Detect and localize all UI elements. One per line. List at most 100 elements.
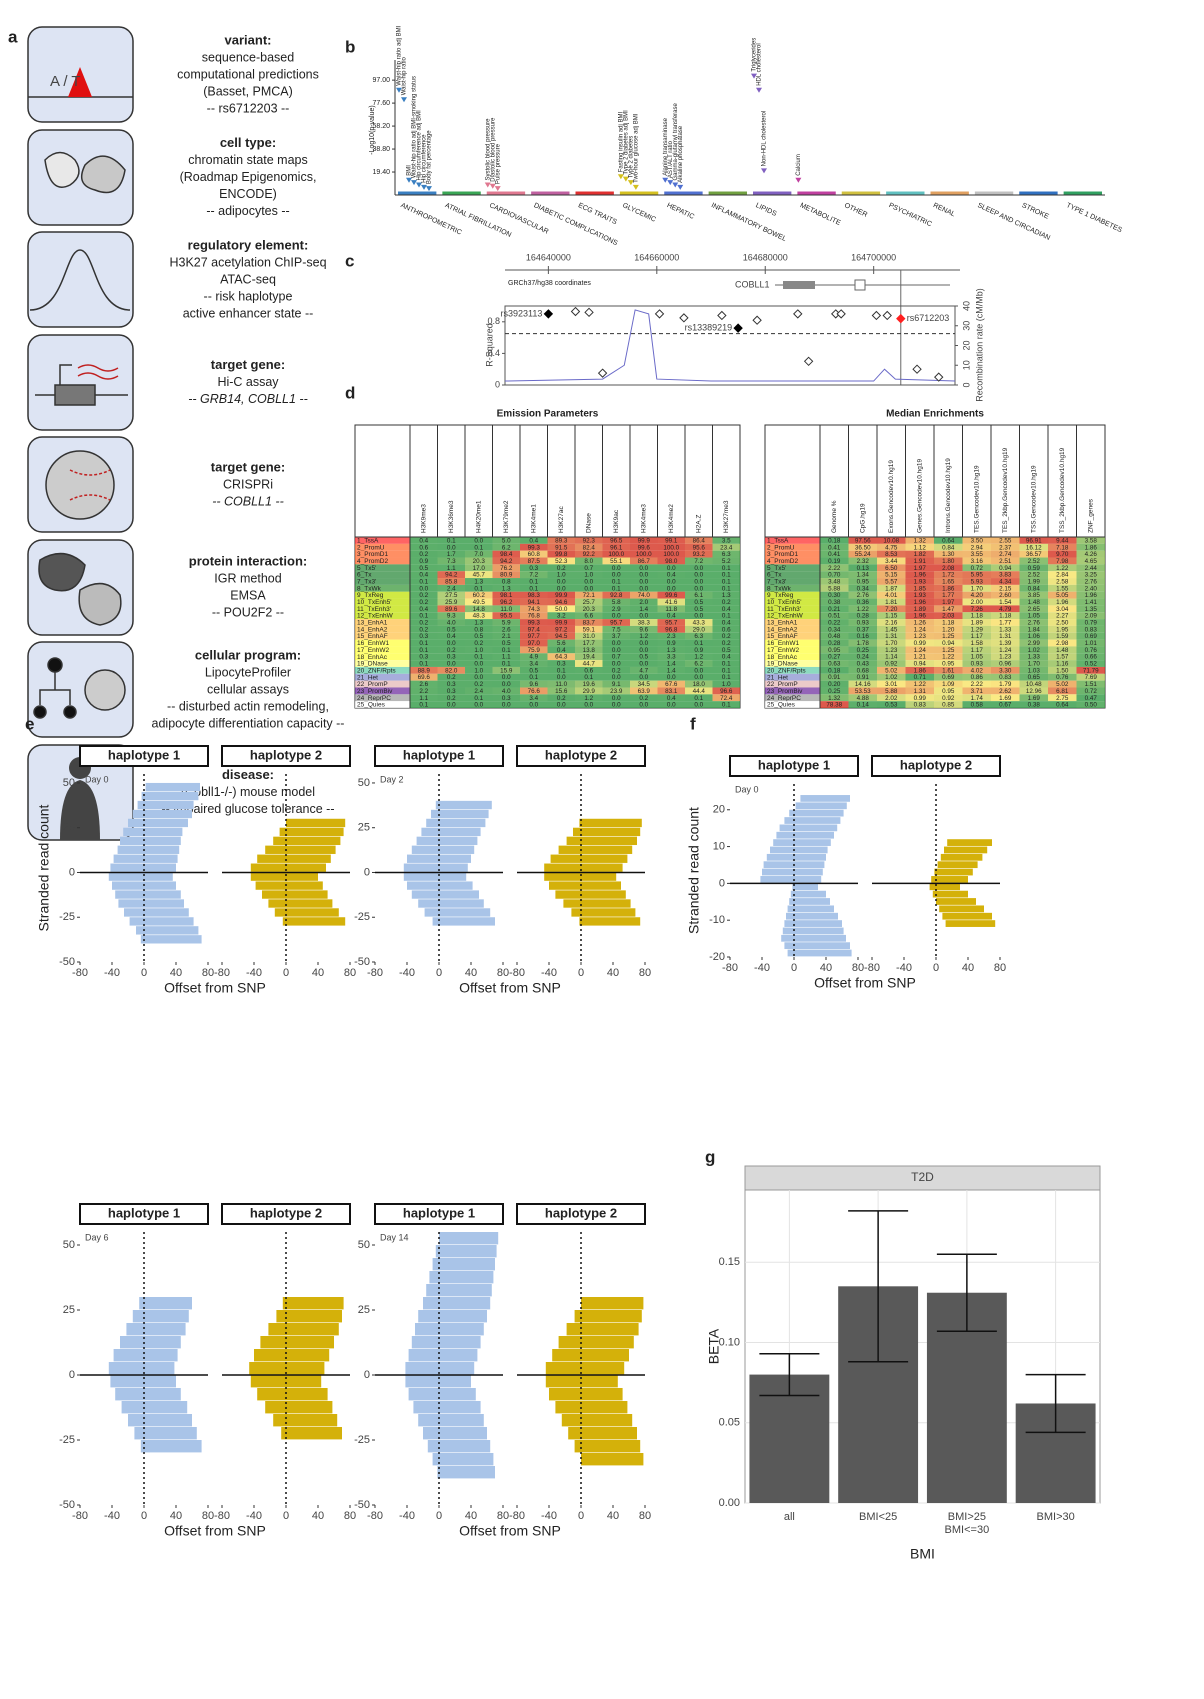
cell-value: 95.5 bbox=[500, 613, 513, 620]
read-bar bbox=[132, 1310, 189, 1323]
cell-value: 0.0 bbox=[502, 681, 511, 688]
cell bbox=[712, 660, 740, 667]
cell bbox=[465, 605, 493, 613]
cell bbox=[465, 701, 493, 708]
state-cell bbox=[355, 598, 410, 606]
cell bbox=[820, 578, 849, 585]
cell-value: 0.66 bbox=[1085, 654, 1098, 661]
read-bar bbox=[140, 1440, 202, 1453]
cell-value: 3.50 bbox=[971, 537, 984, 544]
trait-label: Type 2 diabetes bbox=[628, 136, 634, 178]
cell bbox=[1019, 694, 1048, 702]
cell-value: 1.02 bbox=[1028, 647, 1041, 654]
cell bbox=[1019, 646, 1048, 654]
cell bbox=[602, 537, 630, 544]
cell bbox=[712, 673, 740, 681]
cell-value: 69.6 bbox=[418, 674, 431, 681]
read-bar bbox=[782, 927, 844, 935]
y-axis-label: Stranded read count bbox=[36, 804, 52, 931]
cell-value: 0.83 bbox=[1085, 626, 1098, 633]
day-label: Day 0 bbox=[735, 784, 759, 794]
cell bbox=[1019, 660, 1048, 667]
cell-value: 0.0 bbox=[694, 674, 703, 681]
cell bbox=[602, 673, 630, 681]
cell bbox=[685, 632, 713, 640]
cell bbox=[1076, 557, 1105, 565]
cell-value: 2.94 bbox=[971, 544, 984, 551]
cell-value: 2.00 bbox=[971, 599, 984, 606]
error-bar bbox=[759, 1352, 820, 1397]
cell bbox=[820, 543, 849, 551]
cell-value: 43.3 bbox=[693, 620, 706, 627]
cell bbox=[712, 687, 740, 695]
cell bbox=[437, 598, 465, 606]
cell bbox=[630, 598, 658, 606]
cell-value: 0.95 bbox=[828, 647, 841, 654]
cell bbox=[602, 598, 630, 606]
cell bbox=[991, 653, 1020, 661]
cell bbox=[877, 653, 906, 661]
y-tick-label: 97.00 bbox=[372, 77, 390, 84]
cell bbox=[962, 653, 991, 661]
error-bar bbox=[1025, 1373, 1086, 1434]
cell bbox=[1076, 632, 1105, 640]
state-label: 1_TssA bbox=[767, 537, 789, 544]
cell-value: 94.2 bbox=[500, 558, 513, 565]
state-cell bbox=[765, 537, 820, 544]
trait-label: Fasting insulin adj BMI bbox=[618, 112, 624, 173]
x-tick-label: 40 bbox=[465, 967, 477, 979]
cell-value: 0.0 bbox=[584, 702, 593, 709]
cell bbox=[1048, 584, 1077, 592]
read-bar bbox=[787, 905, 834, 913]
cell-value: 0.0 bbox=[502, 674, 511, 681]
cell bbox=[848, 673, 877, 681]
x-tick-label: -80 bbox=[367, 1510, 383, 1522]
cell-value: 0.3 bbox=[557, 661, 566, 668]
read-bar bbox=[947, 839, 992, 846]
cell-value: 0.0 bbox=[612, 572, 621, 579]
panel-label: e bbox=[25, 714, 34, 733]
cell bbox=[934, 680, 963, 688]
cell bbox=[492, 680, 520, 688]
cell bbox=[877, 591, 906, 599]
cell bbox=[712, 694, 740, 702]
cell bbox=[602, 701, 630, 708]
x-tick-label: 40 bbox=[820, 962, 832, 974]
read-bar bbox=[566, 836, 637, 846]
state-cell bbox=[765, 557, 820, 565]
state-label: 24_ReprPC bbox=[767, 695, 801, 702]
cell bbox=[437, 632, 465, 640]
cell-value: 0.38 bbox=[828, 599, 841, 606]
cell-value: 0.0 bbox=[419, 585, 428, 592]
cell-value: 9.1 bbox=[612, 681, 621, 688]
cell bbox=[657, 550, 685, 558]
cell bbox=[934, 666, 963, 674]
read-bar bbox=[405, 1375, 471, 1388]
cell-value: 1.35 bbox=[1085, 606, 1098, 613]
cell bbox=[575, 591, 603, 599]
read-bar bbox=[779, 824, 838, 832]
cell bbox=[630, 564, 658, 572]
cell-value: 0.0 bbox=[612, 661, 621, 668]
cell bbox=[934, 653, 963, 661]
state-cell bbox=[765, 605, 820, 613]
cell-value: 20.3 bbox=[583, 606, 596, 613]
step-line: H3K27 acetylation ChIP-seq bbox=[169, 255, 326, 269]
cell-value: 0.28 bbox=[857, 613, 870, 620]
cell bbox=[1048, 537, 1077, 544]
read-bar bbox=[944, 846, 988, 854]
column-header: DNase bbox=[585, 513, 592, 533]
state-label: 24_ReprPC bbox=[357, 695, 391, 702]
cell-value: 59.1 bbox=[583, 626, 596, 633]
cell bbox=[962, 571, 991, 579]
trait-label: AST/ALT ratio bbox=[668, 140, 674, 178]
x-tick-label: 40 bbox=[607, 967, 619, 979]
state-cell bbox=[355, 660, 410, 667]
cell bbox=[991, 687, 1020, 695]
cell bbox=[1076, 680, 1105, 688]
cell-value: 0.50 bbox=[1085, 702, 1098, 709]
state-label: 22_PromP bbox=[357, 681, 388, 688]
cell bbox=[492, 660, 520, 667]
cell-value: 36.57 bbox=[1026, 551, 1042, 558]
trait-point bbox=[627, 180, 634, 186]
